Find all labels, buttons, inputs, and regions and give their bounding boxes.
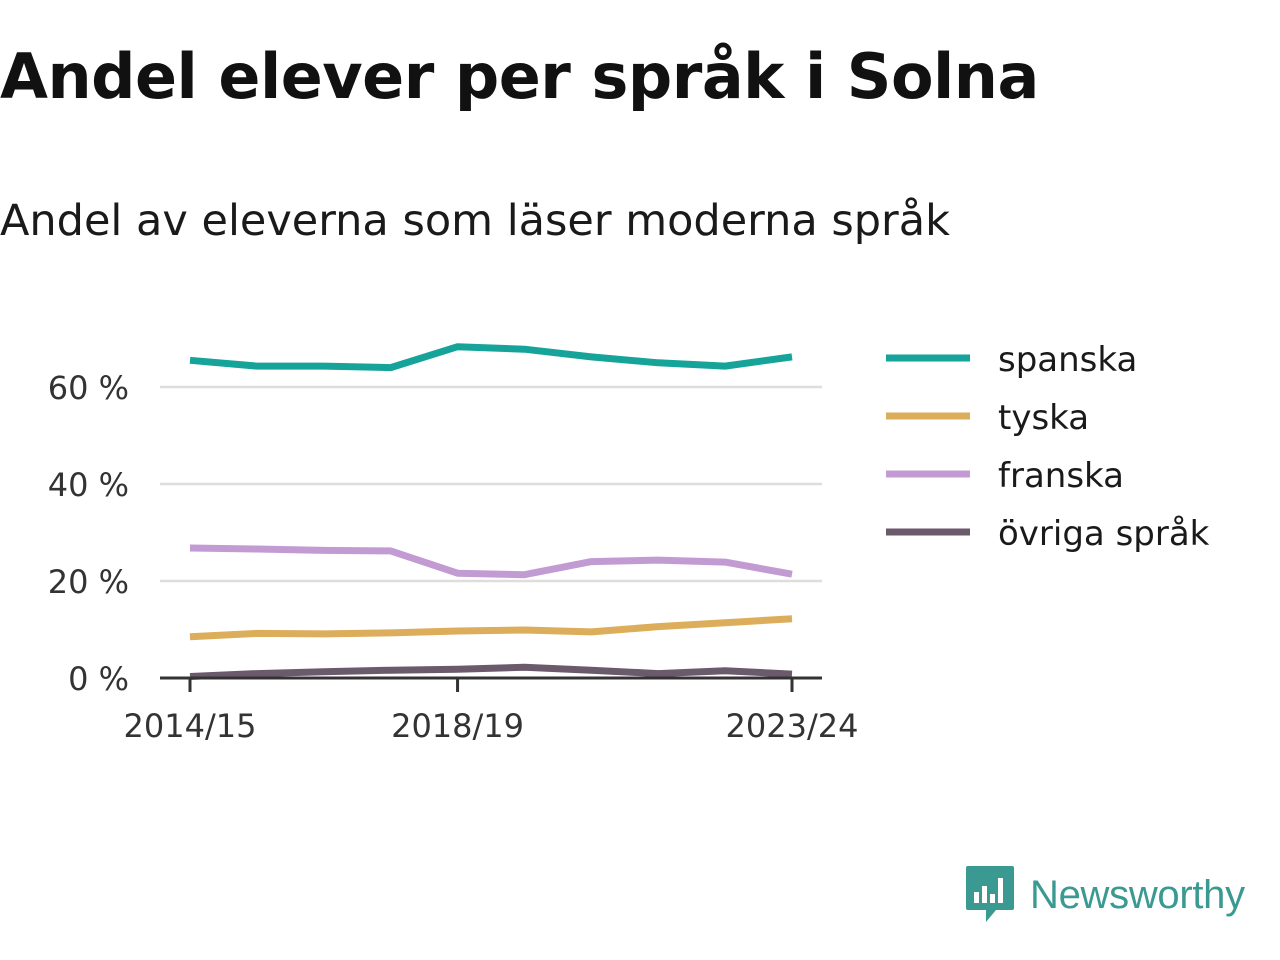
newsworthy-logo: Newsworthy [964, 864, 1245, 926]
legend-label: tyska [998, 398, 1089, 438]
chart-subtitle: Andel av eleverna som läser moderna språ… [0, 196, 950, 246]
brand-name: Newsworthy [1030, 872, 1245, 917]
legend-label: franska [998, 456, 1124, 496]
y-tick-label: 40 % [48, 466, 129, 504]
chart-title: Andel elever per språk i Solna [0, 40, 1039, 113]
x-tick-label: 2014/15 [124, 707, 257, 745]
axes: 0 % 20 % 40 % 60 % 2014/15 2018/19 2023/24 [48, 369, 859, 745]
gridlines [160, 385, 822, 583]
y-tick-label: 20 % [48, 563, 129, 601]
newsworthy-logo-icon [966, 866, 1014, 922]
series-line-4 [189, 663, 793, 680]
series-line-3 [189, 544, 793, 579]
legend: spanska tyska franska övriga språk [886, 340, 1210, 554]
series-line-1 [189, 343, 793, 372]
y-tick-label: 0 % [68, 660, 129, 698]
y-tick-label: 60 % [48, 369, 129, 407]
x-tick-label: 2018/19 [391, 707, 524, 745]
legend-label: övriga språk [998, 514, 1210, 554]
x-tick-label: 2023/24 [726, 707, 859, 745]
legend-label: spanska [998, 340, 1137, 380]
series-line-2 [189, 615, 793, 641]
series-lines [189, 343, 793, 680]
